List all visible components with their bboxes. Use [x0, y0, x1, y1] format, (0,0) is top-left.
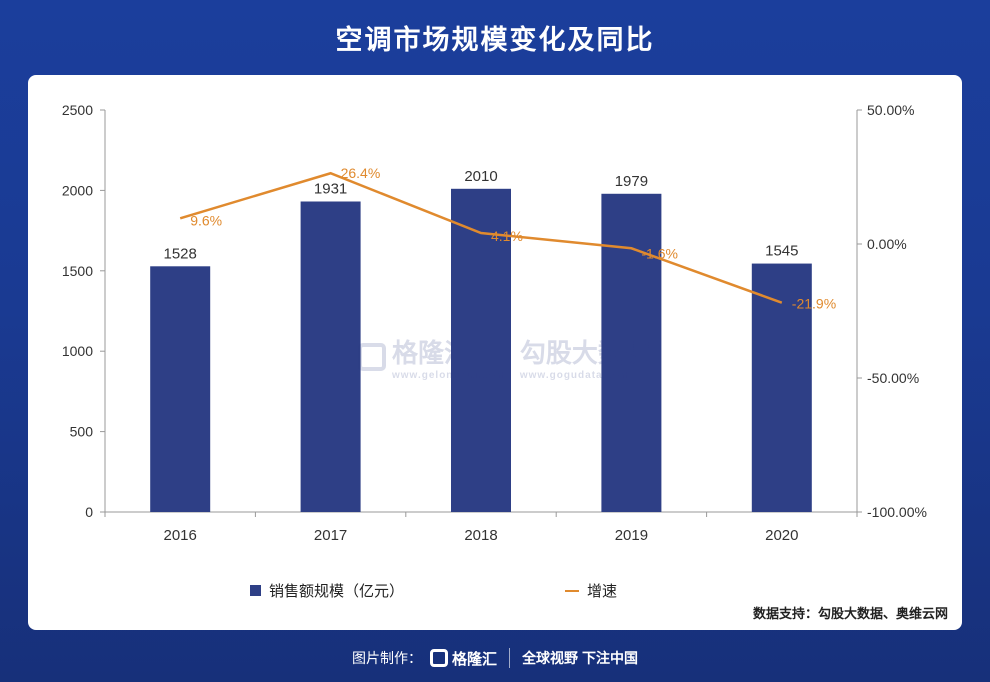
x-axis-category-label: 2018	[464, 527, 497, 544]
legend-bar-label: 销售额规模（亿元）	[269, 583, 405, 600]
footer-brand: 格隆汇	[452, 650, 498, 668]
growth-line	[179, 171, 783, 304]
bar	[751, 263, 812, 512]
left-axis-tick-label: 1500	[62, 263, 93, 279]
right-axis-tick-label: -100.00%	[867, 504, 927, 520]
watermark-partner-site: www.gogudata.com	[519, 370, 630, 381]
gelonghui-footer-logo-icon	[430, 649, 449, 667]
bar	[150, 266, 211, 512]
x-axis-category-label: 2016	[164, 527, 197, 544]
legend-line-label: 增速	[587, 583, 618, 600]
legend-item-line: 增速	[565, 580, 617, 601]
footer: 图片制作： 格隆汇 全球视野 下注中国	[0, 645, 990, 671]
left-axis-tick-label: 2500	[62, 102, 93, 118]
left-axis-tick-label: 0	[85, 504, 93, 520]
right-axis-tick-label: 50.00%	[867, 102, 914, 118]
left-axis-tick-label: 1000	[62, 343, 93, 359]
watermark-brand-site: www.gelonghui.com	[392, 370, 506, 381]
legend-item-bar: 销售额规模（亿元）	[250, 580, 404, 601]
gelonghui-logo-icon	[358, 343, 386, 371]
bar-value-label: 1931	[314, 180, 347, 197]
growth-value-label: 9.6%	[190, 212, 222, 228]
growth-value-label: 4.1%	[491, 228, 523, 244]
bar-value-label: 1528	[164, 245, 197, 262]
footer-label: 图片制作：	[352, 650, 423, 666]
left-axis-tick-label: 500	[70, 424, 94, 440]
watermark: 格隆汇 www.gelonghui.com 勾股大数据 www.gogudata…	[358, 333, 650, 381]
growth-value-label: -1.6%	[641, 245, 678, 261]
watermark-brand: 格隆汇	[392, 338, 471, 368]
bar-value-label: 1545	[765, 243, 798, 260]
x-axis-category-label: 2017	[314, 527, 347, 544]
watermark-partner: 勾股大数据	[519, 338, 650, 368]
footer-logo: 格隆汇	[430, 648, 497, 669]
left-axis-tick-label: 2000	[62, 182, 93, 198]
legend-bar-swatch	[250, 585, 261, 596]
bar	[451, 188, 511, 512]
growth-value-label: 26.4%	[341, 165, 381, 181]
chart-card: 0 500 1000 1500 2000 2500 -100.00% -50.00% 0.00%…	[28, 75, 962, 630]
bar-value-label: 2010	[464, 168, 497, 185]
growth-value-label: -21.9%	[792, 296, 836, 312]
footer-slogan: 全球视野 下注中国	[522, 650, 638, 666]
bar	[300, 201, 361, 512]
bar-value-label: 1979	[615, 173, 648, 190]
data-source: 数据支持：勾股大数据、奥维云网	[752, 606, 948, 621]
chart: 0 500 1000 1500 2000 2500 -100.00% -50.00% 0.00%…	[62, 102, 927, 544]
right-axis-tick-label: 0.00%	[867, 236, 907, 252]
x-axis-category-label: 2019	[615, 527, 648, 544]
footer-divider	[509, 648, 511, 668]
page-title: 空调市场规模变化及同比	[335, 25, 655, 55]
legend-line-swatch	[565, 589, 579, 592]
x-axis-category-label: 2020	[765, 527, 798, 544]
right-axis-tick-label: -50.00%	[867, 370, 919, 386]
